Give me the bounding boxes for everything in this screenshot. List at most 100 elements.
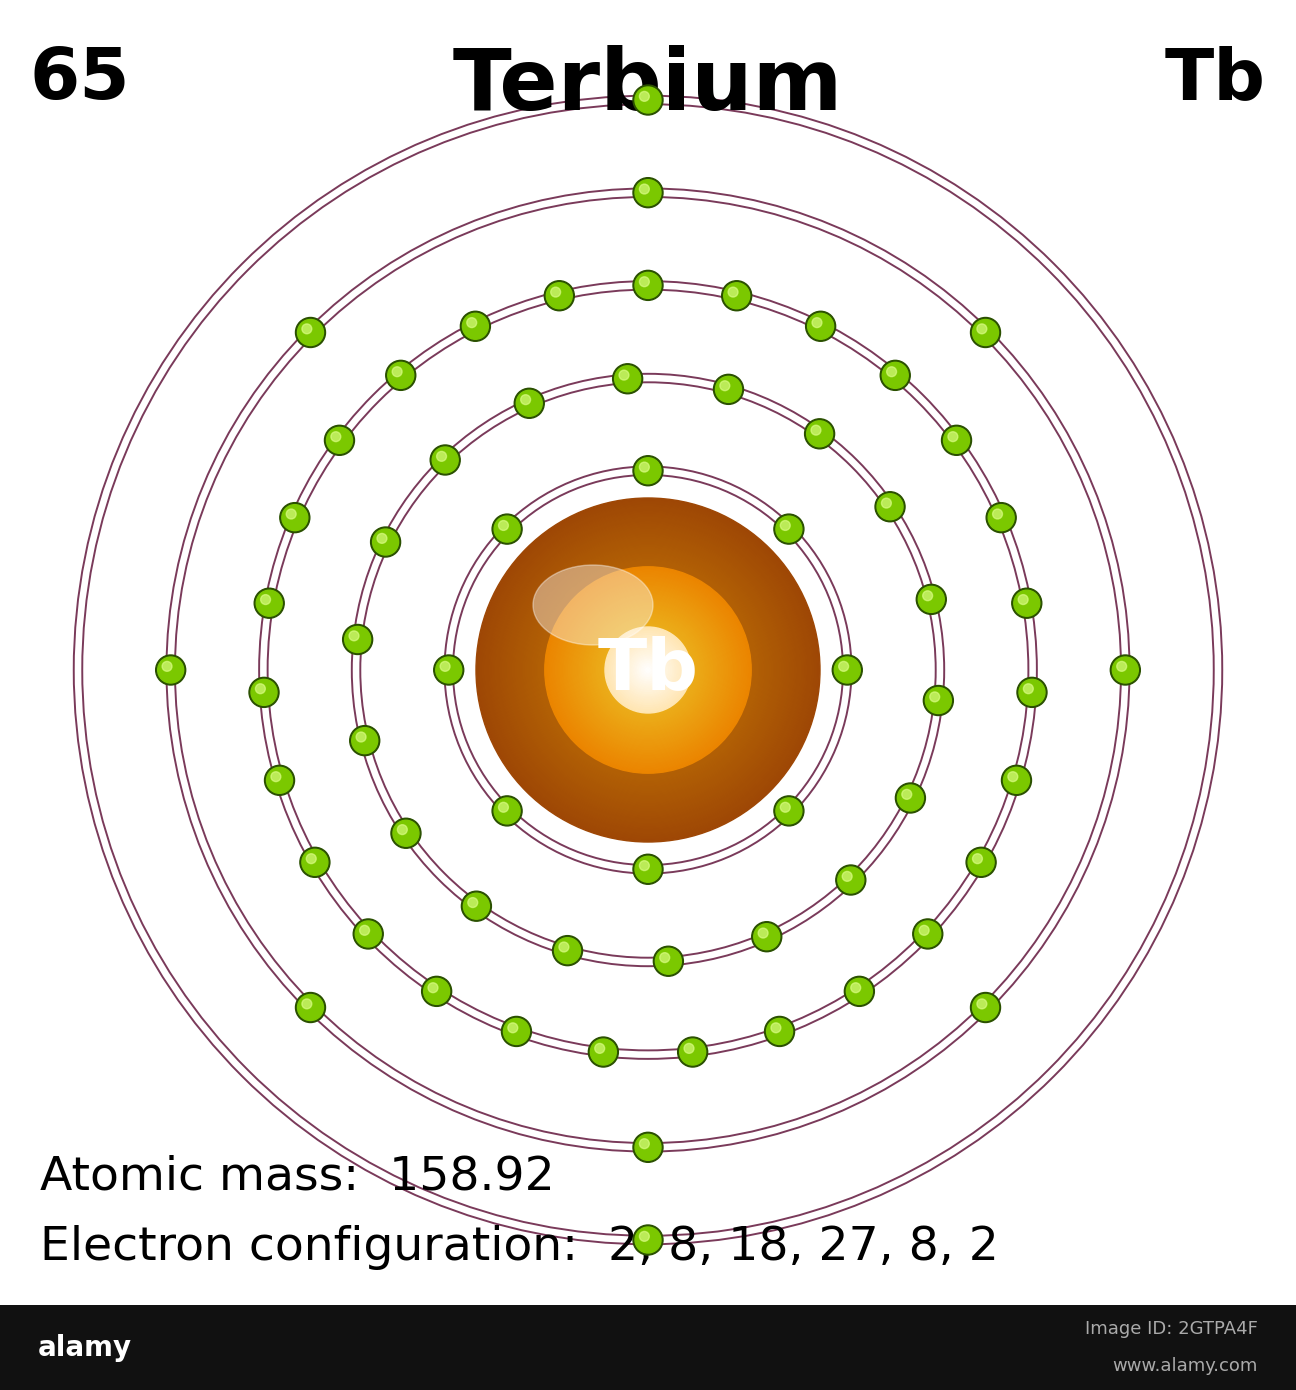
Circle shape [1012, 588, 1042, 619]
Circle shape [613, 364, 643, 393]
Circle shape [592, 614, 704, 726]
Circle shape [467, 318, 477, 328]
Circle shape [550, 571, 746, 769]
Circle shape [941, 425, 972, 456]
Circle shape [635, 457, 661, 484]
Circle shape [837, 867, 864, 892]
Circle shape [583, 606, 713, 734]
Circle shape [1111, 655, 1140, 685]
Circle shape [280, 503, 310, 532]
Circle shape [609, 631, 687, 709]
Circle shape [986, 503, 1016, 532]
Circle shape [527, 549, 769, 791]
Circle shape [972, 320, 998, 346]
Circle shape [619, 370, 629, 379]
Circle shape [491, 513, 805, 827]
Circle shape [947, 432, 958, 442]
Circle shape [923, 685, 954, 716]
Circle shape [660, 952, 670, 962]
Circle shape [507, 528, 789, 812]
Circle shape [158, 657, 184, 682]
Circle shape [504, 525, 792, 815]
Circle shape [771, 1023, 781, 1033]
Circle shape [635, 763, 661, 790]
Circle shape [1008, 771, 1017, 781]
Circle shape [679, 1040, 705, 1065]
Circle shape [260, 595, 271, 605]
Circle shape [605, 627, 691, 713]
Circle shape [607, 630, 689, 710]
Circle shape [251, 680, 277, 705]
Circle shape [255, 684, 266, 694]
Circle shape [813, 318, 822, 328]
Circle shape [977, 324, 986, 334]
Circle shape [485, 506, 811, 834]
Circle shape [596, 619, 700, 721]
Circle shape [421, 976, 451, 1006]
Circle shape [502, 1016, 531, 1047]
Text: alamy: alamy [38, 1333, 132, 1361]
Circle shape [635, 856, 661, 883]
Circle shape [393, 820, 419, 847]
Circle shape [299, 848, 330, 877]
Circle shape [591, 1040, 617, 1065]
Circle shape [806, 311, 836, 342]
Circle shape [345, 627, 371, 652]
Circle shape [626, 649, 670, 691]
Circle shape [156, 655, 185, 685]
Circle shape [656, 948, 682, 974]
Circle shape [758, 929, 769, 938]
Circle shape [943, 427, 969, 453]
Circle shape [441, 662, 450, 671]
Circle shape [372, 530, 399, 555]
Circle shape [494, 798, 520, 824]
Circle shape [754, 924, 780, 949]
Circle shape [1112, 657, 1138, 682]
Circle shape [632, 762, 664, 791]
Circle shape [537, 559, 759, 781]
Circle shape [765, 1016, 794, 1047]
Circle shape [632, 178, 664, 207]
Circle shape [254, 588, 284, 619]
Circle shape [286, 509, 295, 518]
Circle shape [360, 926, 369, 935]
Circle shape [632, 1133, 664, 1162]
Circle shape [1019, 680, 1045, 705]
Circle shape [977, 999, 986, 1009]
Circle shape [377, 534, 388, 543]
Circle shape [632, 85, 664, 115]
Circle shape [524, 545, 772, 795]
Circle shape [1117, 662, 1126, 671]
Circle shape [638, 659, 658, 681]
Circle shape [342, 624, 373, 655]
Circle shape [295, 992, 325, 1023]
Circle shape [616, 638, 680, 702]
Circle shape [916, 584, 946, 614]
Circle shape [521, 543, 775, 796]
Circle shape [573, 595, 723, 745]
Circle shape [1024, 684, 1033, 694]
Circle shape [632, 1225, 664, 1255]
Circle shape [512, 535, 784, 805]
Circle shape [595, 1044, 605, 1054]
Circle shape [807, 313, 833, 339]
Circle shape [929, 692, 940, 702]
Circle shape [503, 1019, 530, 1044]
Circle shape [1017, 677, 1047, 708]
Circle shape [639, 860, 649, 870]
Circle shape [919, 587, 945, 613]
Circle shape [487, 509, 809, 831]
Circle shape [774, 514, 804, 543]
Circle shape [845, 976, 875, 1006]
Circle shape [678, 1037, 708, 1068]
Circle shape [281, 505, 308, 531]
Circle shape [588, 1037, 618, 1068]
Circle shape [653, 947, 683, 976]
Circle shape [886, 367, 897, 377]
Circle shape [881, 498, 892, 507]
Circle shape [547, 569, 749, 771]
Circle shape [525, 548, 771, 792]
Circle shape [495, 517, 801, 823]
Circle shape [515, 388, 544, 418]
Circle shape [722, 281, 752, 311]
